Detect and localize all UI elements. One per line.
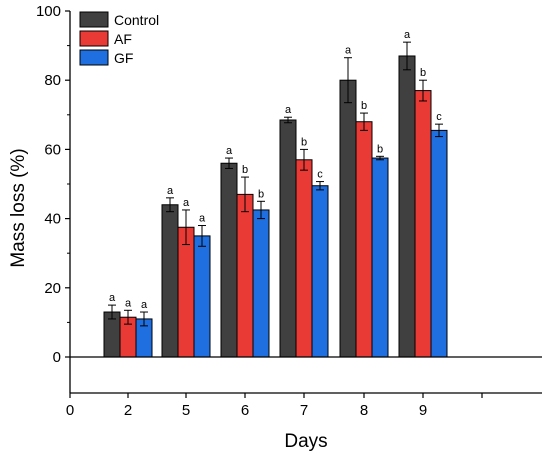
x-tick-label: 2 [124,402,132,419]
y-tick-label: 0 [53,349,61,366]
legend-label-gf: GF [114,50,133,66]
bar-gf-8 [371,157,389,358]
significance-label: a [199,213,206,225]
bar-af-8 [355,121,373,358]
x-tick-label: 9 [419,402,427,419]
x-tick-label: 7 [300,402,308,419]
ticks: 0 20 40 60 80 100 0 2 5 6 7 8 9 [36,3,483,419]
bar-control-9 [398,55,416,358]
x-tick-label: 8 [360,402,368,419]
bar-af-7 [295,159,313,358]
significance-label: c [317,169,323,181]
axes [69,11,542,394]
significance-label: b [301,136,307,148]
significance-label: b [258,188,264,200]
legend-swatch-gf [79,49,109,66]
x-tick-label: 5 [182,402,190,419]
significance-label: a [125,297,132,309]
y-tick-label: 60 [44,141,61,158]
y-tick-label: 80 [44,72,61,89]
significance-label: a [285,104,292,116]
bar-af-5 [177,226,195,358]
y-tick-label: 40 [44,211,61,228]
x-axis-title: Days [284,431,327,452]
legend-label-af: AF [114,31,132,47]
significance-label: a [345,45,352,57]
legend-swatch-control [79,11,109,28]
legend: Control AF GF [79,11,159,66]
legend-label-control: Control [114,12,159,28]
significance-label: a [109,292,116,304]
bar-control-5 [161,204,179,358]
x-tick-label: 6 [241,402,249,419]
significance-label: a [226,145,233,157]
bar-gf-5 [193,235,211,358]
y-tick-label: 20 [44,280,61,297]
bar-control-8 [339,79,357,358]
significance-label: a [141,299,148,311]
significance-label: a [167,185,174,197]
significance-label: b [377,143,383,155]
x-tick-label: 0 [66,402,74,419]
y-tick-label: 100 [36,3,61,20]
bar-gf-9 [430,129,448,358]
bar-control-7 [279,119,297,358]
significance-label: c [436,111,442,123]
legend-swatch-af [79,30,109,47]
significance-label: a [404,29,411,41]
significance-label: b [420,67,426,79]
bar-gf-7 [311,185,329,358]
bar-af-6 [236,193,254,358]
bar-af-9 [414,90,432,358]
bar-control-6 [220,162,238,358]
significance-label: b [242,164,248,176]
significance-label: a [183,197,190,209]
significance-label: b [361,100,367,112]
bar-gf-6 [252,209,270,358]
y-axis-title: Mass loss (%) [8,148,29,267]
